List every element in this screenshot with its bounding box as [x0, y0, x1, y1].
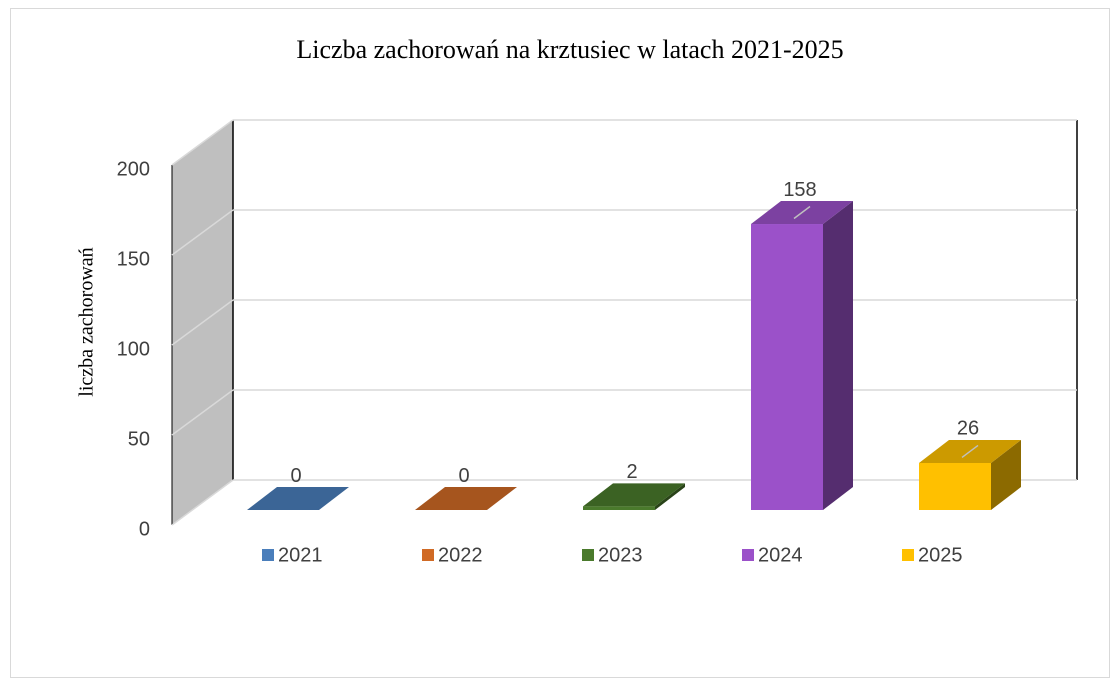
bar	[583, 506, 655, 510]
data-label: 2	[626, 461, 637, 483]
y-tick-label: 100	[117, 338, 150, 360]
grid-line	[171, 479, 234, 526]
bar-top	[247, 487, 349, 510]
legend-label: 2025	[918, 544, 963, 566]
legend-swatch	[582, 549, 594, 561]
bar-side	[991, 439, 1021, 510]
data-label: 0	[290, 465, 301, 487]
grid-line	[171, 299, 234, 346]
bar-top	[583, 483, 685, 507]
data-label: 158	[783, 179, 816, 201]
legend-swatch	[742, 549, 754, 561]
legend-swatch	[902, 549, 914, 561]
bar-top	[415, 487, 517, 510]
leader-line	[793, 205, 811, 220]
grid-line	[171, 119, 234, 166]
bar	[751, 224, 823, 510]
legend-label: 2024	[758, 544, 803, 566]
legend-label: 2023	[598, 544, 643, 566]
bar-side	[655, 483, 685, 510]
y-axis-label: liczba zachorowań	[76, 247, 98, 396]
bar-side	[823, 201, 853, 510]
y-tick-label: 50	[128, 428, 150, 450]
legend-label: 2021	[278, 544, 323, 566]
grid-line	[171, 389, 234, 436]
data-label: 26	[957, 418, 979, 440]
bar	[919, 462, 991, 510]
chart-title: Liczba zachorowań na krztusiec w latach …	[296, 35, 843, 64]
legend-swatch	[422, 549, 434, 561]
legend-swatch	[262, 549, 274, 561]
data-label: 0	[458, 465, 469, 487]
legend-label: 2022	[438, 544, 483, 566]
leader-line	[961, 444, 979, 459]
y-tick-label: 0	[139, 518, 150, 540]
grid-line	[171, 209, 234, 256]
y-tick-label: 200	[117, 158, 150, 180]
y-tick-label: 150	[117, 248, 150, 270]
